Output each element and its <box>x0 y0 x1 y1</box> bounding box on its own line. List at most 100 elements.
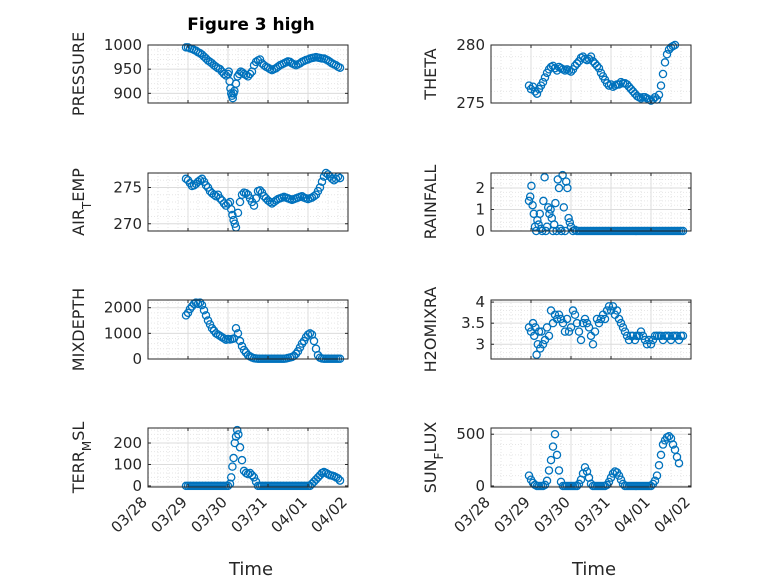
data-point <box>664 432 674 441</box>
y-tick-label: 2 <box>475 179 485 197</box>
data-point <box>570 310 580 319</box>
data-point <box>594 63 604 73</box>
subplot-h2omixra: 3 3.5 4 H2OMIXRA <box>421 287 692 372</box>
data-point <box>544 331 554 341</box>
plot-background <box>491 45 691 103</box>
data-point <box>642 339 652 349</box>
data-point <box>654 461 664 470</box>
y-tick-label: 900 <box>113 84 142 102</box>
data-point <box>562 314 572 324</box>
data-point <box>335 63 345 72</box>
data-point <box>678 331 688 341</box>
x-tick-label: 04/01 <box>611 493 654 536</box>
data-point <box>241 189 251 198</box>
y-tick-label: 275 <box>113 179 142 197</box>
data-point <box>606 80 616 89</box>
data-point <box>235 336 245 346</box>
data-point <box>592 61 602 71</box>
data-point <box>546 455 556 465</box>
data-point <box>572 59 582 68</box>
data-point <box>255 186 265 195</box>
x-tick-label: 03/31 <box>571 493 614 536</box>
data-point <box>634 331 644 341</box>
data-point <box>540 480 550 490</box>
axes-box <box>490 44 692 104</box>
data-point <box>528 318 538 328</box>
data-point <box>335 173 345 183</box>
data-point <box>614 314 624 324</box>
data-point <box>529 209 539 219</box>
data-point <box>230 219 240 228</box>
data-point <box>616 318 626 328</box>
data-point <box>309 191 319 201</box>
data-point <box>544 466 554 475</box>
data-point <box>535 344 545 353</box>
data-point <box>539 196 548 206</box>
data-point <box>604 302 614 311</box>
data-point <box>550 310 560 319</box>
x-tick-label: 03/29 <box>148 493 191 536</box>
data-point <box>644 335 654 345</box>
data-point <box>265 197 275 207</box>
data-point <box>620 327 630 336</box>
data-point <box>537 327 546 336</box>
y-tick-label: 1000 <box>104 324 142 342</box>
data-point <box>636 327 646 336</box>
axes-box <box>490 172 692 232</box>
y-tick-label: 0 <box>132 477 142 495</box>
data-point <box>540 173 549 182</box>
data-point <box>219 334 229 343</box>
data-point <box>551 198 560 208</box>
data-point <box>207 323 217 333</box>
data-point <box>568 306 578 315</box>
data-point <box>640 335 650 345</box>
data-point <box>534 327 544 336</box>
data-point <box>195 298 205 307</box>
data-point <box>622 331 632 341</box>
data-point <box>335 476 345 485</box>
y-axis-label: AIRTEMP <box>69 168 94 236</box>
data-point <box>650 476 660 486</box>
data-point <box>235 443 245 452</box>
data-point <box>552 314 562 324</box>
data-point <box>219 199 229 208</box>
x-tick-label: 03/29 <box>491 493 534 536</box>
data-point <box>232 425 242 435</box>
data-point <box>542 476 552 486</box>
subplot-theta: 275 280 THETA <box>421 36 692 112</box>
data-point <box>656 81 666 90</box>
data-point <box>535 209 545 219</box>
x-tick-label: 04/01 <box>268 493 311 536</box>
data-point <box>249 473 259 482</box>
data-point <box>197 300 207 310</box>
data-point <box>229 215 238 225</box>
data-point <box>638 331 648 341</box>
data-point <box>560 327 570 336</box>
x-tick-label: 03/28 <box>108 493 151 536</box>
y-tick-label: 3.5 <box>461 314 485 332</box>
data-point <box>545 209 554 219</box>
data-point <box>656 331 666 341</box>
data-point <box>237 455 247 465</box>
data-point <box>574 327 584 336</box>
data-point <box>572 318 582 328</box>
data-point <box>584 323 594 332</box>
data-point <box>237 190 247 199</box>
axes-box <box>147 172 349 232</box>
data-point <box>528 200 537 210</box>
data-point <box>247 470 257 480</box>
data-point <box>333 474 343 483</box>
data-point <box>646 339 656 349</box>
y-tick-label: 500 <box>456 425 485 443</box>
data-point <box>540 73 550 82</box>
data-point <box>315 183 325 192</box>
data-point <box>199 306 209 315</box>
data-point <box>664 331 674 341</box>
subplot-mixdepth: 0 1000 2000 MIXDEPTH <box>69 288 349 371</box>
data-point <box>564 213 573 223</box>
data-point <box>529 331 539 341</box>
data-point <box>305 329 315 338</box>
y-tick-label: 275 <box>456 94 485 112</box>
data-point <box>239 345 249 355</box>
data-point <box>550 429 560 439</box>
